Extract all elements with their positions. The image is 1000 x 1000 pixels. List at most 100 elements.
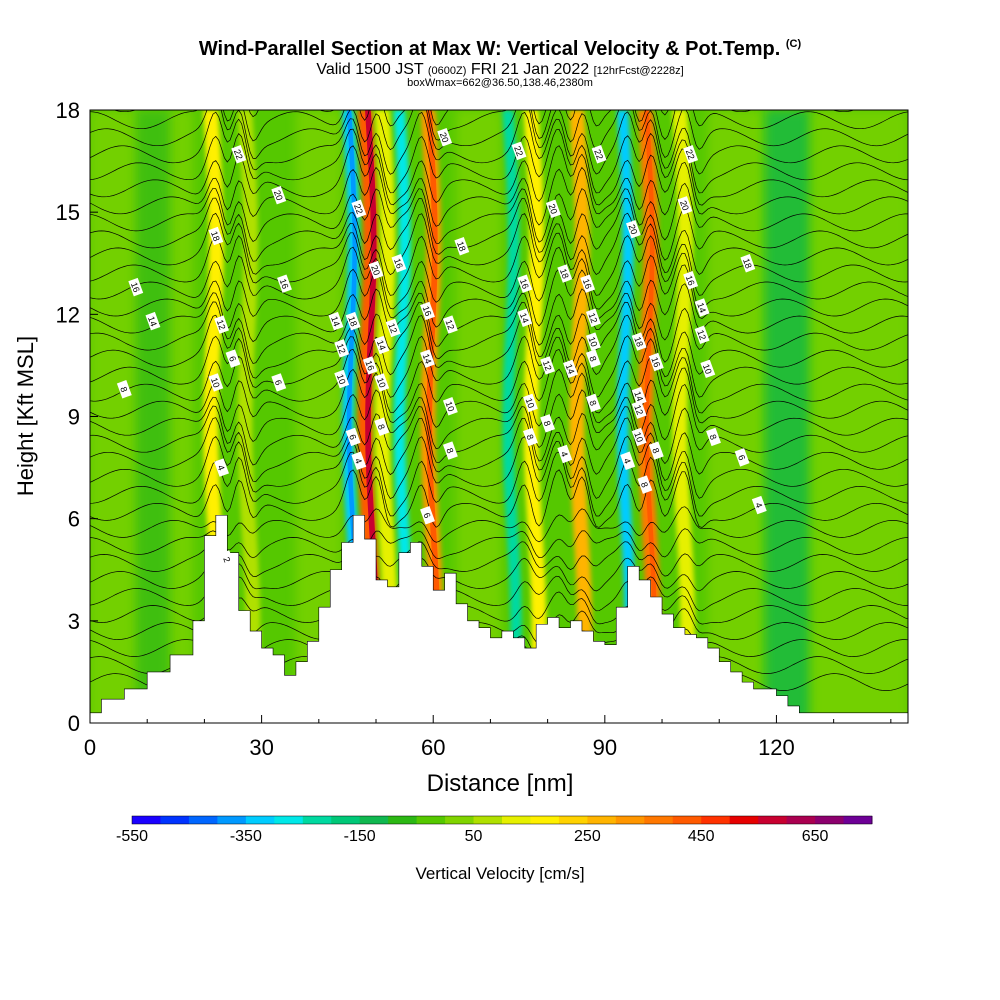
contour-label-9: 10 <box>208 373 224 392</box>
contour-label-60: 8 <box>637 475 653 494</box>
contour-label-25: 6 <box>345 427 361 447</box>
contour-label-44: 8 <box>540 414 556 433</box>
contour-label-text-47: 22 <box>592 148 605 161</box>
colorbar-tick-label-1: -350 <box>229 828 262 845</box>
contour-label-text-40: 16 <box>581 277 594 290</box>
contour-label-text-63: 16 <box>684 274 697 287</box>
contour-label-text-65: 12 <box>695 329 708 342</box>
contour-label-text-38: 14 <box>518 311 531 324</box>
terrain-profile <box>90 514 908 723</box>
contour-label-text-62: 20 <box>678 199 691 212</box>
contour-label-63: 16 <box>683 271 699 290</box>
y-tick-label-5: 15 <box>56 200 80 225</box>
colorbar-tick-label-5: 450 <box>687 828 715 845</box>
contour-label-text-61: 22 <box>684 148 697 161</box>
contour-label-text-26: 4 <box>353 457 364 465</box>
colorbar-tick-label-2: -150 <box>343 828 376 845</box>
x-tick-label-1: 30 <box>249 735 273 760</box>
contour-label-text-57: 10 <box>632 431 645 444</box>
contour-label-15: 16 <box>391 254 407 273</box>
isentrope-27 <box>90 182 908 244</box>
contour-label-text-31: 14 <box>421 352 434 365</box>
contour-label-26: 4 <box>351 451 367 470</box>
colorbar-swatch-6 <box>302 816 332 824</box>
contour-label-text-56: 12 <box>632 403 645 416</box>
contour-label-19: 10 <box>334 369 350 389</box>
contour-label-text-54: 16 <box>649 356 662 369</box>
contour-label-text-23: 14 <box>375 339 388 352</box>
contour-label-34: 6 <box>420 506 435 525</box>
isentrope-31 <box>90 111 908 175</box>
x-tick-label-2: 60 <box>421 735 445 760</box>
contour-label-text-67: 8 <box>707 433 718 441</box>
contour-label-35: 22 <box>511 141 527 161</box>
contour-label-5: 18 <box>208 226 224 246</box>
box-info: boxWmax=662@36.50,138.46,2380m <box>407 77 593 89</box>
contour-label-text-69: 4 <box>753 501 764 509</box>
contour-label-20: 16 <box>362 356 378 375</box>
contour-label-36: 20 <box>545 199 561 218</box>
contour-label-24: 8 <box>374 417 390 436</box>
colorbar-swatch-18 <box>644 816 674 824</box>
isentrope-17 <box>90 348 908 414</box>
contour-label-text-49: 10 <box>587 335 600 348</box>
contour-label-text-37: 16 <box>518 277 531 290</box>
contour-label-13: 22 <box>351 199 367 218</box>
updraft-band-3 <box>374 110 398 723</box>
y-tick-label-6: 18 <box>56 98 80 123</box>
contour-label-54: 16 <box>648 352 664 372</box>
contour-label-28: 18 <box>454 236 470 256</box>
contour-label-text-24: 8 <box>376 423 387 431</box>
contour-label-21: 10 <box>374 373 390 392</box>
contour-label-56: 12 <box>631 400 647 419</box>
contour-label-2: 8 <box>116 380 132 399</box>
field-zone-6 <box>810 110 908 723</box>
contour-label-61: 22 <box>683 145 699 164</box>
isentrope-36 <box>90 26 908 90</box>
contour-label-4: 20 <box>271 185 287 205</box>
contour-label-text-50: 8 <box>587 355 598 363</box>
isentrope-12 <box>90 435 908 500</box>
x-tick-label-3: 90 <box>593 735 617 760</box>
axes: 0 30 60 90 120 0 3 6 9 12 15 18 <box>56 98 892 760</box>
contour-label-66: 10 <box>700 359 716 379</box>
terrain-mask <box>90 514 908 723</box>
contour-label-text-43: 10 <box>524 397 537 410</box>
colorbar-swatch-11 <box>445 816 475 824</box>
isentrope-13 <box>90 417 908 482</box>
colorbar-tick-label-4: 250 <box>574 828 601 845</box>
contour-label-text-45: 8 <box>524 433 535 441</box>
contour-label-37: 16 <box>517 274 533 293</box>
title-main: Wind-Parallel Section at Max W: Vertical… <box>198 38 781 60</box>
contour-label-23: 14 <box>374 335 390 355</box>
contour-label-69: 4 <box>751 495 767 515</box>
contour-label-text-46: 4 <box>559 450 570 458</box>
contour-label-52: 20 <box>625 219 641 239</box>
colorbar-swatch-13 <box>502 816 531 824</box>
contour-label-49: 10 <box>585 332 601 351</box>
contour-label-text-25: 6 <box>347 433 358 441</box>
contour-label-1: 14 <box>145 311 161 331</box>
contour-label-16: 18 <box>345 311 361 331</box>
contour-label-text-6: 16 <box>278 277 291 290</box>
contour-label-32: 10 <box>442 397 458 416</box>
contour-label-29: 16 <box>420 301 435 321</box>
contour-label-text-2: 8 <box>118 385 129 393</box>
contour-label-text-12: 2 <box>221 556 232 564</box>
y-tick-label-4: 12 <box>56 302 80 327</box>
contour-label-30: 12 <box>442 315 458 334</box>
colorbar-swatch-2 <box>188 816 218 824</box>
colorbar-tick-label-6: 650 <box>801 828 829 845</box>
contour-label-55: 14 <box>631 386 647 406</box>
contour-label-text-39: 18 <box>558 267 571 280</box>
contour-label-22: 12 <box>385 318 401 338</box>
colorbar-swatch-12 <box>473 816 503 824</box>
isentrope-37 <box>90 11 908 73</box>
updraft-band-5 <box>523 110 547 723</box>
colorbar <box>131 815 873 825</box>
contour-label-text-4: 20 <box>272 189 285 202</box>
contour-label-text-0: 16 <box>129 281 142 294</box>
contour-label-text-33: 8 <box>444 447 455 455</box>
contour-label-text-9: 10 <box>209 376 222 389</box>
